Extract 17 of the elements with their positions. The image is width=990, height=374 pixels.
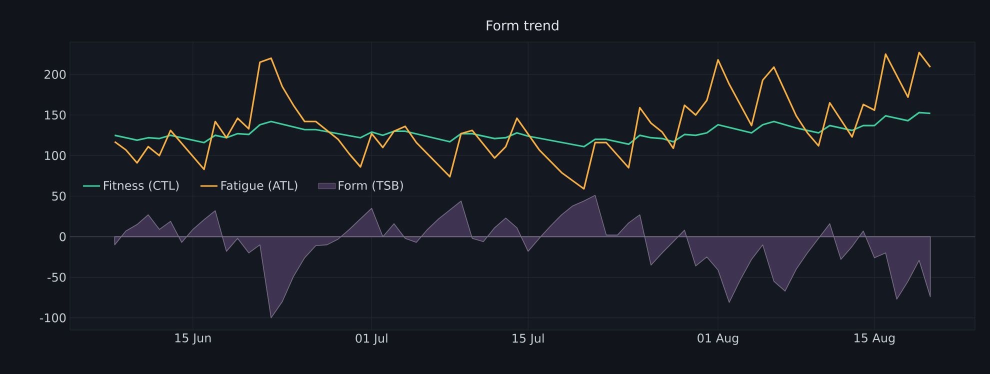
legend-label: Form (TSB) xyxy=(338,180,403,192)
legend-label: Fatigue (ATL) xyxy=(221,180,298,192)
y-tick-label: 150 xyxy=(44,110,66,120)
legend-label: Fitness (CTL) xyxy=(104,180,179,192)
y-tick-label: 100 xyxy=(44,151,66,160)
x-tick-label: 15 Jul xyxy=(512,334,544,345)
chart-title: Form trend xyxy=(486,20,558,30)
y-tick-label: -50 xyxy=(48,272,66,282)
x-tick-label: 01 Jul xyxy=(356,334,388,345)
y-tick-label: -100 xyxy=(40,313,66,322)
y-tick-label: 200 xyxy=(44,70,66,79)
line-series xyxy=(114,112,932,148)
y-tick-label: 0 xyxy=(60,232,66,242)
x-tick-label: 15 Aug xyxy=(854,334,895,345)
y-tick-label: 50 xyxy=(52,192,66,201)
x-tick-label: 01 Aug xyxy=(698,334,738,345)
x-tick-label: 15 Jun xyxy=(175,334,211,345)
